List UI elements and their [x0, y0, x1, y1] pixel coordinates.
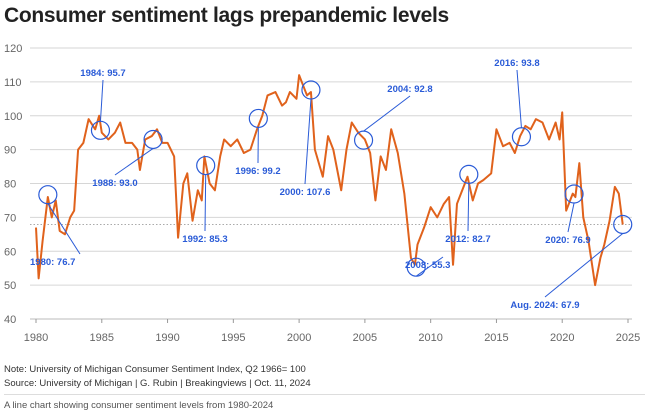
annotation-label: 1988: 93.0: [92, 178, 137, 189]
annotation-arrow: [114, 148, 154, 176]
annotation-label: 2016: 93.8: [494, 58, 539, 69]
annotation-label: 1984: 95.7: [80, 68, 125, 79]
x-tick-label: 1995: [221, 332, 245, 344]
line-chart: 40 50 60 70 80 90 100 110 120 1980 1985 1990 1995 200…: [4, 43, 640, 344]
x-tick-label: 1980: [24, 332, 48, 344]
annotation-label: 2020: 76.9: [545, 235, 590, 246]
y-tick-label: 60: [4, 246, 16, 258]
annotation-arrow: [47, 203, 81, 255]
annotation-label: 1992: 85.3: [182, 234, 227, 245]
x-tick-label: 1985: [90, 332, 114, 344]
annotation-arrow: [544, 233, 624, 298]
annotation-label: Aug. 2024: 67.9: [510, 300, 579, 311]
alt-text: A line chart showing consumer sentiment …: [4, 400, 274, 411]
annotation-arrow: [363, 95, 411, 132]
chart-source: Source: University of Michigan | G. Rubi…: [4, 378, 311, 389]
annotation-arrow: [567, 202, 575, 233]
annotation-arrow: [415, 256, 444, 277]
y-tick-label: 100: [4, 111, 22, 123]
series-line: [35, 74, 624, 287]
annotation-arrow: [204, 174, 207, 232]
y-tick-label: 80: [4, 179, 16, 191]
annotation-circle: [511, 127, 532, 147]
y-tick-label: 50: [4, 280, 16, 292]
annotation-arrow: [467, 183, 470, 232]
x-tick-label: 2015: [484, 332, 508, 344]
annotation-arrow: [516, 69, 522, 128]
divider: [4, 394, 645, 395]
chart-note: Note: University of Michigan Consumer Se…: [4, 364, 306, 375]
x-tick-label: 2010: [418, 332, 442, 344]
annotation-label: 2008: 55.3: [405, 260, 450, 271]
annotation-arrow: [304, 98, 312, 185]
x-tick-label: 2020: [550, 332, 574, 344]
chart-title: Consumer sentiment lags prepandemic leve…: [4, 4, 449, 27]
annotation-label: 2004: 92.8: [387, 84, 432, 95]
x-tick-label: 2005: [353, 332, 377, 344]
annotation-label: 2012: 82.7: [445, 234, 490, 245]
y-tick-label: 40: [4, 314, 16, 326]
y-tick-label: 90: [4, 145, 16, 157]
y-tick-label: 70: [4, 212, 16, 224]
x-tick-label: 2025: [616, 332, 640, 344]
annotation-label: 2000: 107.6: [280, 187, 331, 198]
annotation-label: 1980: 76.7: [30, 257, 75, 268]
x-tick-label: 2000: [287, 332, 311, 344]
annotation-arrow: [99, 79, 104, 122]
x-tick-label: 1990: [155, 332, 179, 344]
annotation-label: 1996: 99.2: [235, 166, 280, 177]
annotation-circle: [353, 130, 374, 150]
y-tick-label: 120: [4, 43, 22, 55]
y-tick-label: 110: [4, 77, 22, 89]
